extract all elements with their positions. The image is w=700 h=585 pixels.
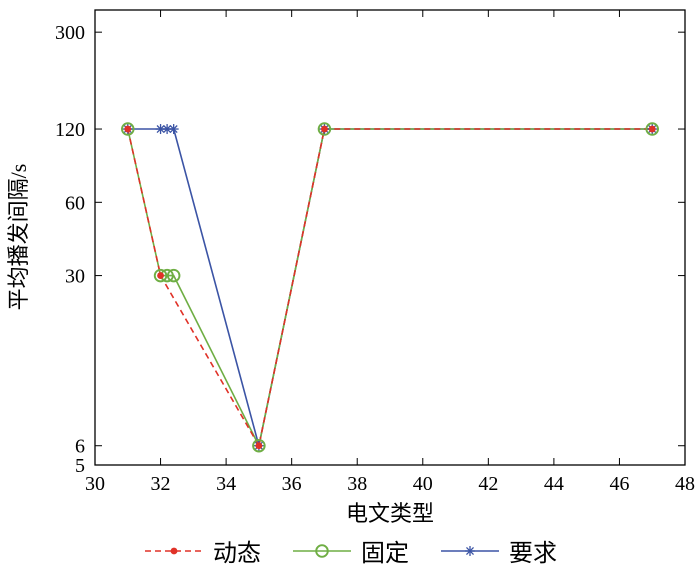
marker-open-circle — [153, 268, 168, 283]
legend: 动态 固定 要求 — [0, 533, 700, 568]
legend-sample-required — [441, 545, 499, 556]
legend-label-dynamic: 动态 — [213, 541, 261, 567]
legend-item-fixed: 固定 — [291, 533, 409, 568]
legend-label-fixed: 固定 — [361, 541, 409, 567]
plot-border — [94, 9, 686, 466]
x-tick-label: 30 — [85, 473, 105, 495]
x-tick-label: 36 — [282, 473, 302, 495]
y-axis-label: 平均播发间隔/s — [6, 164, 31, 311]
marker-filled-circle — [157, 272, 164, 279]
series-line — [127, 128, 653, 446]
x-tick-label: 46 — [609, 473, 629, 495]
legend-sample-fixed — [293, 543, 351, 558]
y-tick-label: 300 — [55, 22, 85, 44]
y-tick-label: 120 — [55, 119, 85, 141]
legend-sample-dynamic — [145, 547, 203, 554]
series-line — [127, 128, 653, 449]
x-tick-label: 34 — [216, 473, 236, 495]
x-tick-label: 44 — [544, 473, 564, 495]
marker-open-circle — [317, 122, 332, 136]
marker-open-circle — [121, 122, 135, 136]
marker-filled-circle — [648, 125, 656, 133]
series-line — [127, 128, 653, 448]
marker-filled-circle — [321, 125, 328, 133]
x-tick-label: 32 — [151, 473, 171, 495]
y-tick-label: 60 — [65, 192, 85, 214]
marker-open-circle — [252, 438, 266, 453]
x-tick-label: 42 — [478, 473, 498, 495]
marker-open-circle — [166, 268, 181, 283]
x-axis-label: 电文类型 — [346, 501, 434, 526]
x-tick-label: 38 — [347, 473, 367, 495]
y-tick-label: 6 — [75, 436, 85, 458]
marker-filled-circle — [170, 547, 178, 554]
marker-asterisk — [169, 125, 178, 134]
marker-asterisk — [466, 546, 474, 555]
marker-open-circle — [645, 122, 659, 136]
marker-filled-circle — [124, 125, 132, 133]
marker-filled-circle — [255, 442, 263, 450]
x-tick-label: 40 — [413, 473, 433, 495]
legend-item-required: 要求 — [439, 533, 557, 568]
y-tick-label: 30 — [65, 266, 85, 288]
legend-item-dynamic: 动态 — [143, 533, 261, 568]
y-tick-label: 5 — [75, 455, 85, 477]
marker-asterisk — [156, 125, 165, 134]
x-tick-label: 48 — [675, 473, 695, 495]
legend-label-required: 要求 — [509, 541, 557, 567]
marker-open-circle — [315, 543, 329, 558]
marker-asterisk — [163, 125, 172, 134]
